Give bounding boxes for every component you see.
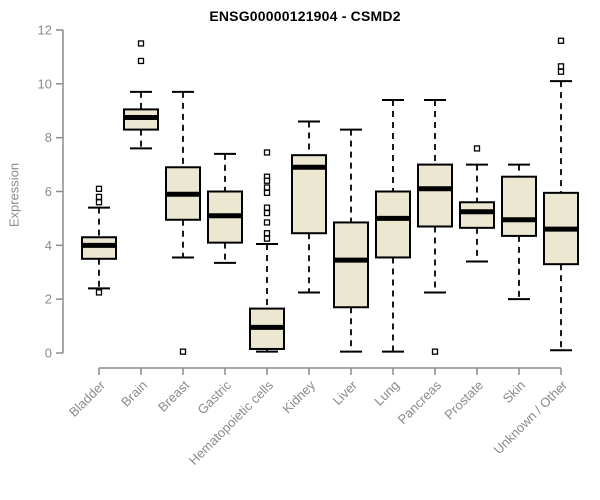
boxplot-breast [165, 90, 201, 355]
iqr-box [375, 190, 411, 259]
outlier-point [263, 184, 271, 191]
boxplot-kidney [291, 120, 327, 294]
x-tick-label: Liver [330, 377, 361, 408]
x-tick-label: Lung [371, 378, 402, 409]
outlier-point [179, 348, 187, 355]
outlier-point [263, 209, 271, 217]
outlier-point [263, 235, 271, 242]
outlier-point [95, 193, 103, 201]
outlier-point [137, 57, 145, 65]
outlier-point [263, 149, 271, 156]
outlier-point [263, 230, 271, 237]
outlier-point [95, 289, 103, 296]
y-tick-label: 8 [45, 130, 52, 145]
boxplot-unknown-other [543, 37, 579, 352]
y-tick-label: 12 [38, 23, 52, 38]
x-tick-label: Brain [118, 378, 150, 410]
iqr-box [501, 175, 537, 237]
boxplot-liver [333, 128, 369, 353]
boxplot-hematopoietic-cells [249, 149, 285, 353]
y-tick-label: 4 [45, 238, 52, 253]
outlier-point [95, 185, 103, 192]
iqr-box [417, 163, 453, 228]
boxplot-lung [375, 98, 411, 353]
boxplot-bladder [81, 185, 117, 296]
boxplot-skin [501, 163, 537, 301]
y-tick-label: 6 [45, 184, 52, 199]
outlier-point [557, 63, 565, 70]
y-tick-label: 0 [45, 346, 52, 361]
boxplot-brain [123, 40, 159, 150]
outlier-point [263, 219, 271, 226]
x-tick-label: Prostate [441, 378, 486, 423]
outlier-point [557, 68, 565, 75]
x-tick-label: Bladder [66, 377, 109, 420]
outlier-point [137, 40, 145, 47]
iqr-box [333, 221, 369, 309]
outlier-point [263, 204, 271, 211]
x-tick-label: Kidney [279, 377, 318, 416]
outlier-point [473, 145, 481, 152]
boxplot-prostate [459, 145, 495, 263]
iqr-box [459, 201, 495, 229]
boxplot-gastric [207, 152, 243, 264]
outlier-point [431, 348, 439, 355]
x-tick-label: Breast [155, 377, 192, 414]
y-tick-label: 10 [38, 76, 52, 91]
x-tick-label: Unknown / Other [491, 377, 571, 457]
outlier-point [263, 189, 271, 196]
outlier-point [263, 177, 271, 184]
outlier-point [557, 37, 565, 44]
chart-title: ENSG00000121904 - CSMD2 [209, 8, 401, 24]
iqr-box [81, 236, 117, 260]
outlier-point [95, 199, 103, 206]
x-tick-label: Skin [500, 378, 528, 406]
x-tick-label: Gastric [194, 377, 234, 417]
boxplot-pancreas [417, 98, 453, 355]
x-tick-label: Pancreas [395, 377, 445, 427]
y-tick-label: 2 [45, 292, 52, 307]
